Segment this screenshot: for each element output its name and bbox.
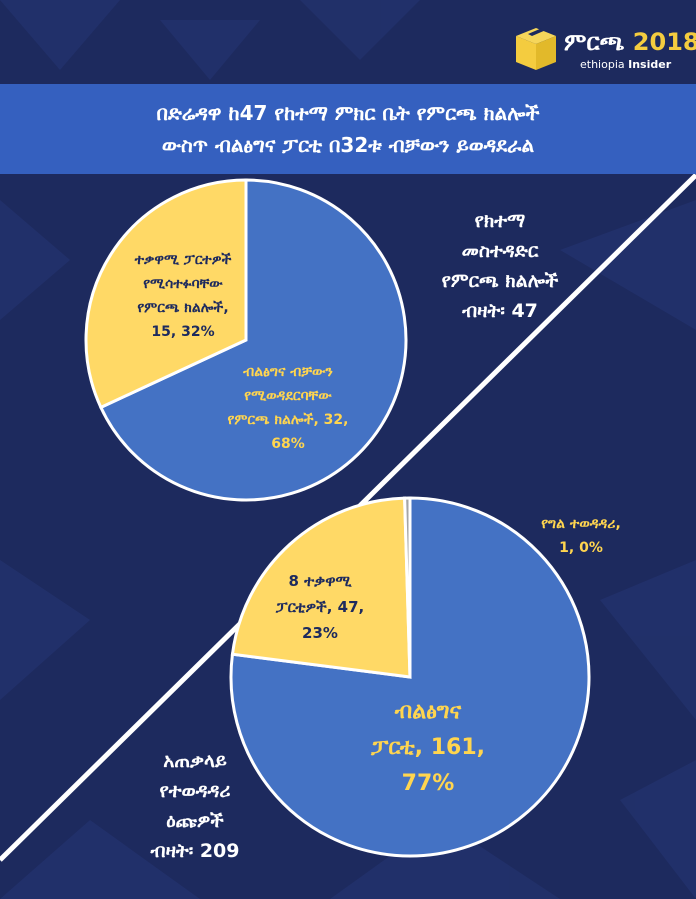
slice-label-line: 77%: [401, 771, 455, 796]
pie1-slice-0: [98, 178, 408, 502]
logo: ምርጫ 2018 ethiopia Insider: [510, 20, 696, 76]
pie1-slice-1: [84, 178, 248, 410]
slice-label-line: የግል ተወዳዳሪ,: [541, 516, 621, 532]
slice-label-line: ብልፅግና ብቻውን: [243, 364, 333, 380]
slice-label-line: የምርጫ ክልሎች,: [137, 300, 229, 316]
pie1-slice-label-opposition: ተቃዋሚ ፓርተዎች የሚሳተፉባቸው የምርጫ ክልሎች, 15, 32%: [88, 248, 278, 344]
title-band: በድሬዳዋ ከ47 የከተማ ምክር ቤት የምርጫ ክልሎች ውስጥ ብልፅግ…: [0, 84, 696, 174]
slice-label-line: ፓርቲዎች, 47,: [275, 598, 365, 616]
logo-word: ምርጫ: [564, 28, 625, 56]
top-side-label-line: የክተማ: [474, 210, 526, 232]
logo-subtitle: ethiopia Insider: [580, 58, 671, 71]
title-line-1: በድሬዳዋ ከ47 የከተማ ምክር ቤት የምርጫ ክልሎች: [156, 101, 540, 125]
pie2-slice-2: [403, 496, 412, 678]
logo-wordmark: ምርጫ 2018: [564, 28, 696, 56]
slice-label-line: ተቃዋሚ ፓርተዎች: [134, 252, 232, 268]
logo-sub-brand: Insider: [628, 58, 672, 71]
slice-label-line: 15, 32%: [151, 324, 215, 340]
top-side-label-line: ብዛት፡ 47: [462, 300, 538, 322]
slice-label-line: የሚሳተፉባቸው: [143, 276, 223, 292]
logo-year: 2018: [632, 28, 696, 56]
pie1-slice-label-prosperity: ብልፅግና ብቻውን የሚወዳደርባቸው የምርጫ ክልሎች, 32, 68%: [188, 360, 388, 456]
pie2-slice-label-opposition: 8 ተቃዋሚ ፓርቲዎች, 47, 23%: [240, 568, 400, 646]
pie2-slice-label-prosperity: ብልፅግና ፓርቲ, 161, 77%: [328, 694, 528, 802]
slice-label-line: 1, 0%: [559, 540, 603, 556]
ballot-box-icon: [516, 28, 556, 70]
pie2-slice-0: [229, 496, 591, 858]
pie2-slice-1: [230, 496, 412, 679]
bottom-side-label-line: አጠቃላይ: [163, 750, 227, 772]
top-side-label-line: የምርጫ ክልሎች: [441, 270, 559, 292]
bottom-side-label: አጠቃላይ የተወዳዳሪ ዕጩዎች ብዛት፡ 209: [95, 746, 295, 866]
bottom-side-label-line: የተወዳዳሪ: [159, 780, 231, 802]
top-side-label: የክተማ መስተዳድር የምርጫ ክልሎች ብዛት፡ 47: [400, 206, 600, 326]
slice-label-line: 23%: [302, 624, 338, 642]
slice-label-line: 68%: [271, 436, 305, 452]
slice-label-line: የሚወዳደርባቸው: [244, 388, 332, 404]
bottom-side-label-line: ዕጩዎች: [166, 810, 224, 832]
page-title: በድሬዳዋ ከ47 የከተማ ምክር ቤት የምርጫ ክልሎች ውስጥ ብልፅግ…: [48, 97, 648, 161]
top-side-label-line: መስተዳድር: [461, 240, 539, 262]
pie2-slice-label-independent: የግል ተወዳዳሪ, 1, 0%: [506, 512, 656, 560]
slice-label-line: ፓርቲ, 161,: [371, 735, 485, 760]
title-line-2: ውስጥ ብልፅግና ፓርቲ በ32ቱ ብቻውን ይወዳደራል: [161, 133, 535, 157]
slice-label-line: የምርጫ ክልሎች, 32,: [227, 412, 349, 428]
bottom-side-label-line: ብዛት፡ 209: [150, 840, 240, 862]
slice-label-line: ብልፅግና: [394, 699, 462, 724]
slice-label-line: 8 ተቃዋሚ: [288, 572, 352, 590]
logo-sub-prefix: ethiopia: [580, 58, 625, 71]
